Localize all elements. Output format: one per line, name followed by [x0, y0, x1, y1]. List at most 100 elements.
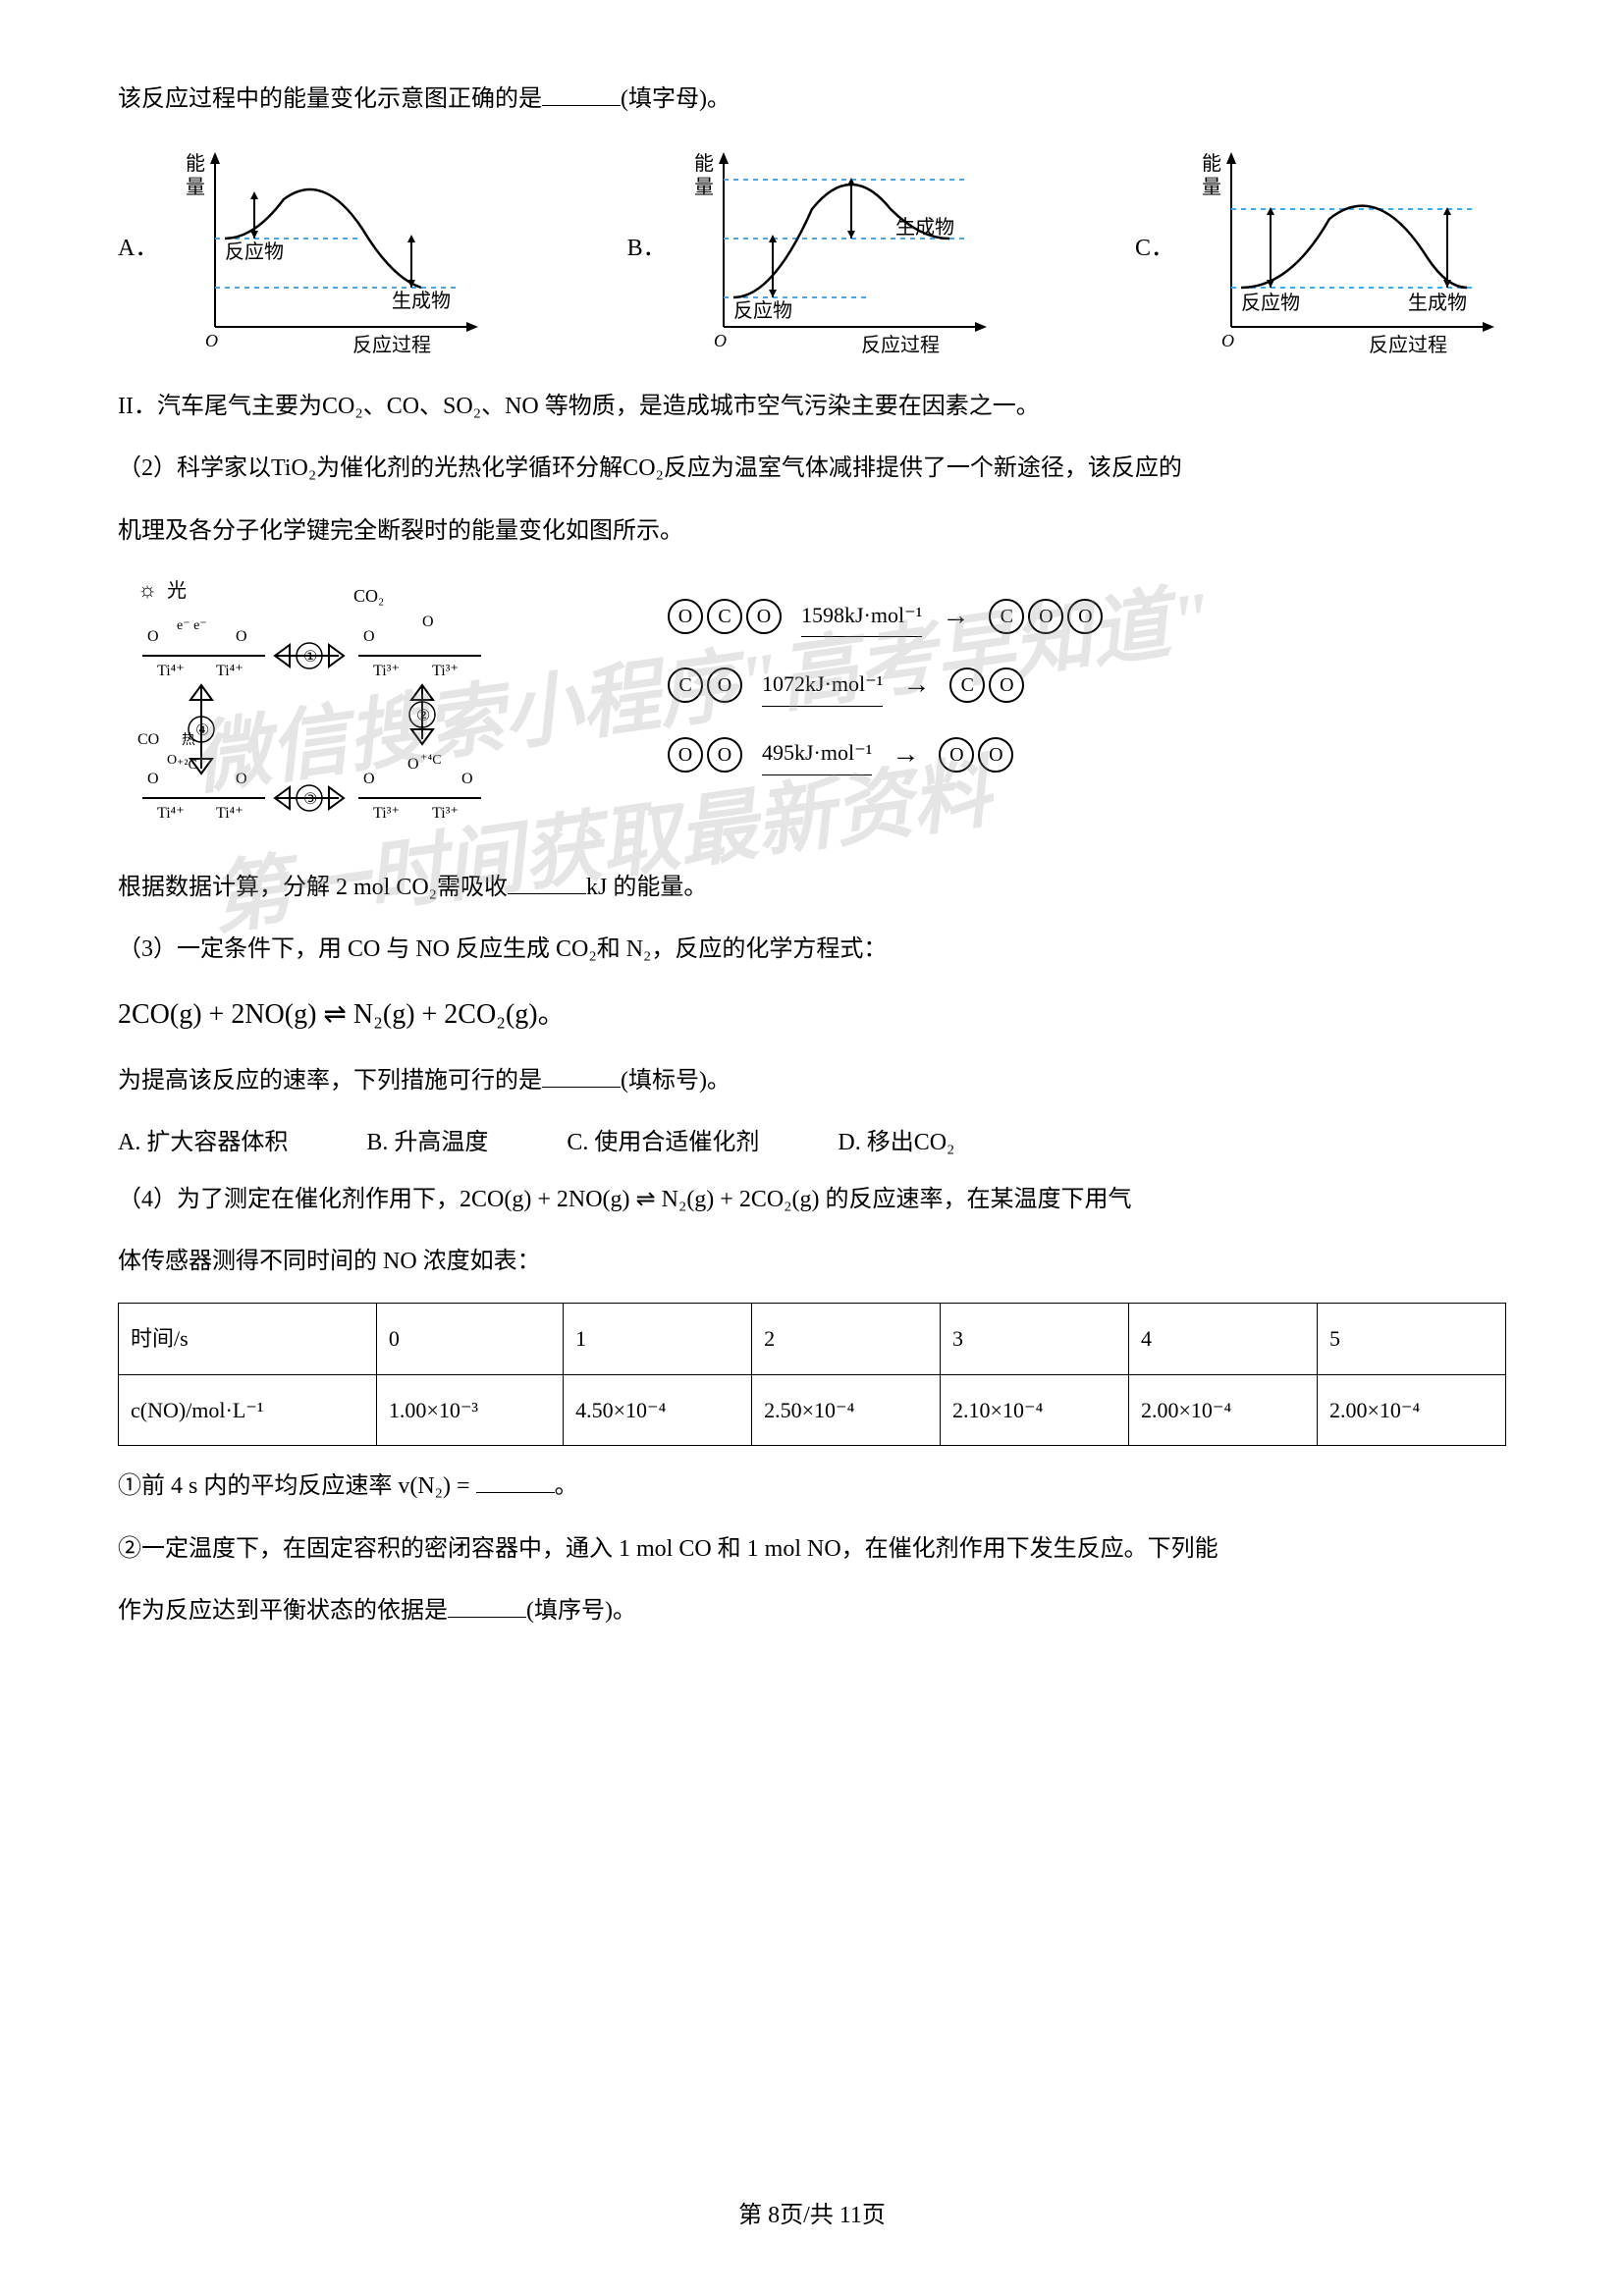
atoms-left-1: O C O: [668, 599, 782, 634]
atom: O: [978, 737, 1013, 773]
svg-text:反应过程: 反应过程: [1369, 334, 1447, 356]
diagram-b: B． 能 量 O 反应过程 反应物 生成物: [627, 140, 999, 356]
svg-text:反应过程: 反应过程: [861, 334, 940, 356]
q4-sub1-suffix: 。: [555, 1473, 578, 1499]
label-c: C．: [1135, 228, 1174, 270]
q2-calc-text: 根据数据计算，分解 2 mol CO₂需吸收: [118, 875, 508, 900]
intro-text: 该反应过程中的能量变化示意图正确的是 (填字母)。: [118, 79, 1506, 121]
td: 2: [752, 1304, 941, 1375]
svg-text:O: O: [407, 756, 419, 773]
atoms-right-2: C O: [949, 667, 1024, 703]
svg-text:Ti³⁺: Ti³⁺: [373, 663, 400, 679]
svg-text:量: 量: [1202, 177, 1221, 198]
svg-text:③: ③: [303, 791, 317, 808]
td: 4.50×10⁻⁴: [564, 1374, 752, 1446]
svg-text:O: O: [205, 331, 218, 350]
atom: O: [707, 667, 742, 703]
svg-text:CO₂: CO₂: [353, 586, 384, 606]
atom: C: [707, 599, 742, 634]
intro-main: 该反应过程中的能量变化示意图正确的是: [118, 86, 542, 112]
energy-val-3: 495kJ·mol⁻¹: [762, 733, 872, 775]
th-time: 时间/s: [119, 1304, 377, 1375]
svg-text:能: 能: [1202, 152, 1221, 175]
svg-text:①: ①: [303, 649, 317, 666]
svg-text:能: 能: [186, 152, 205, 175]
blank-5: [448, 1594, 526, 1618]
svg-text:能: 能: [694, 152, 714, 175]
label-b: B．: [627, 228, 667, 270]
atom: O: [707, 737, 742, 773]
q4-sub2-text: 作为反应达到平衡状态的依据是: [118, 1598, 448, 1624]
svg-text:O: O: [1221, 331, 1234, 350]
svg-text:光: 光: [167, 579, 187, 602]
q2-calc-suffix: kJ 的能量。: [586, 875, 707, 900]
energy-val-2: 1072kJ·mol⁻¹: [762, 665, 883, 707]
q3-text: 为提高该反应的速率，下列措施可行的是: [118, 1068, 542, 1094]
q4-sub2-line2: 作为反应达到平衡状态的依据是(填序号)。: [118, 1590, 1506, 1632]
svg-text:☼: ☼: [137, 577, 157, 602]
svg-text:O: O: [236, 628, 247, 645]
svg-text:生成物: 生成物: [895, 216, 954, 239]
svg-text:反应物: 反应物: [225, 240, 284, 263]
svg-text:反应过程: 反应过程: [352, 334, 431, 356]
svg-text:反应物: 反应物: [1241, 292, 1300, 314]
td: 0: [376, 1304, 563, 1375]
atom: O: [746, 599, 782, 634]
svg-text:Ti³⁺: Ti³⁺: [432, 805, 459, 822]
blank-3: [542, 1064, 621, 1088]
option-d: D. 移出CO₂: [838, 1122, 954, 1164]
atom: O: [939, 737, 974, 773]
q2-line2: 机理及各分子化学键完全断裂时的能量变化如图所示。: [118, 510, 1506, 553]
svg-text:生成物: 生成物: [1408, 292, 1467, 314]
q4-sub1-text: ①前 4 s 内的平均反应速率 v(N₂) =: [118, 1473, 476, 1499]
td: 2.00×10⁻⁴: [1317, 1374, 1505, 1446]
bond-row-1: O C O 1598kJ·mol⁻¹ → C O O: [668, 592, 1103, 641]
td: 1: [564, 1304, 752, 1375]
table-row-header: 时间/s 0 1 2 3 4 5: [119, 1304, 1506, 1375]
svg-text:Ti⁴⁺: Ti⁴⁺: [216, 663, 244, 679]
atom: O: [668, 599, 703, 634]
svg-text:O: O: [363, 771, 375, 787]
svg-text:O: O: [147, 771, 159, 787]
atoms-right-3: O O: [939, 737, 1013, 773]
option-a: A. 扩大容器体积: [118, 1122, 288, 1164]
atom: O: [1067, 599, 1103, 634]
q3-line1: （3）一定条件下，用 CO 与 NO 反应生成 CO₂和 N₂，反应的化学方程式…: [118, 929, 1506, 971]
svg-text:O: O: [167, 753, 177, 768]
diagram-b-svg: 能 量 O 反应过程 反应物 生成物: [675, 140, 999, 356]
svg-text:O: O: [422, 614, 434, 630]
svg-text:生成物: 生成物: [392, 290, 451, 312]
atom: O: [668, 737, 703, 773]
svg-text:Ti³⁺: Ti³⁺: [373, 805, 400, 822]
svg-text:⁺⁴C: ⁺⁴C: [420, 753, 442, 768]
arrow-icon: →: [892, 730, 919, 779]
td: 2.50×10⁻⁴: [752, 1374, 941, 1446]
q3-suffix: (填标号)。: [621, 1068, 731, 1094]
diagram-c: C． 能 量 O 反应过程 反应物 生成物: [1135, 140, 1506, 356]
q4-line1: （4）为了测定在催化剂作用下，2CO(g) + 2NO(g) ⇌ N₂(g) +…: [118, 1179, 1506, 1221]
td: 2.00×10⁻⁴: [1129, 1374, 1318, 1446]
intro-suffix: (填字母)。: [621, 86, 731, 112]
atom: C: [989, 599, 1024, 634]
svg-text:②: ②: [416, 708, 430, 724]
td: 1.00×10⁻³: [376, 1374, 563, 1446]
diagram-a-svg: 能 量 O 反应过程 反应物 生成物: [166, 140, 490, 356]
td: 2.10×10⁻⁴: [941, 1374, 1129, 1446]
arrow-icon: →: [902, 661, 930, 710]
svg-text:O: O: [461, 771, 473, 787]
svg-text:量: 量: [694, 177, 714, 198]
svg-text:④: ④: [195, 722, 209, 739]
equation-1: 2CO(g) + 2NO(g) ⇌ N₂(g) + 2CO₂(g)。: [118, 990, 1506, 1040]
mechanism-row: ☼ 光 CO₂ O e⁻ e⁻ O Ti⁴⁺ Ti⁴⁺ ① O O Ti³⁺ T…: [118, 572, 1506, 847]
energy-diagrams-row: A． 能 量 O 反应过程 反应物 生成物: [118, 140, 1506, 356]
svg-text:反应物: 反应物: [733, 299, 792, 322]
q3-options: A. 扩大容器体积 B. 升高温度 C. 使用合适催化剂 D. 移出CO₂: [118, 1122, 1506, 1164]
svg-text:CO: CO: [137, 731, 159, 748]
atom: C: [949, 667, 985, 703]
page-footer: 第 8页/共 11页: [0, 2195, 1624, 2237]
table-row-values: c(NO)/mol·L⁻¹ 1.00×10⁻³ 4.50×10⁻⁴ 2.50×1…: [119, 1374, 1506, 1446]
svg-text:O: O: [714, 331, 727, 350]
q4-sub1: ①前 4 s 内的平均反应速率 v(N₂) = 。: [118, 1466, 1506, 1508]
label-a: A．: [118, 228, 158, 270]
svg-text:Ti⁴⁺: Ti⁴⁺: [157, 805, 185, 822]
